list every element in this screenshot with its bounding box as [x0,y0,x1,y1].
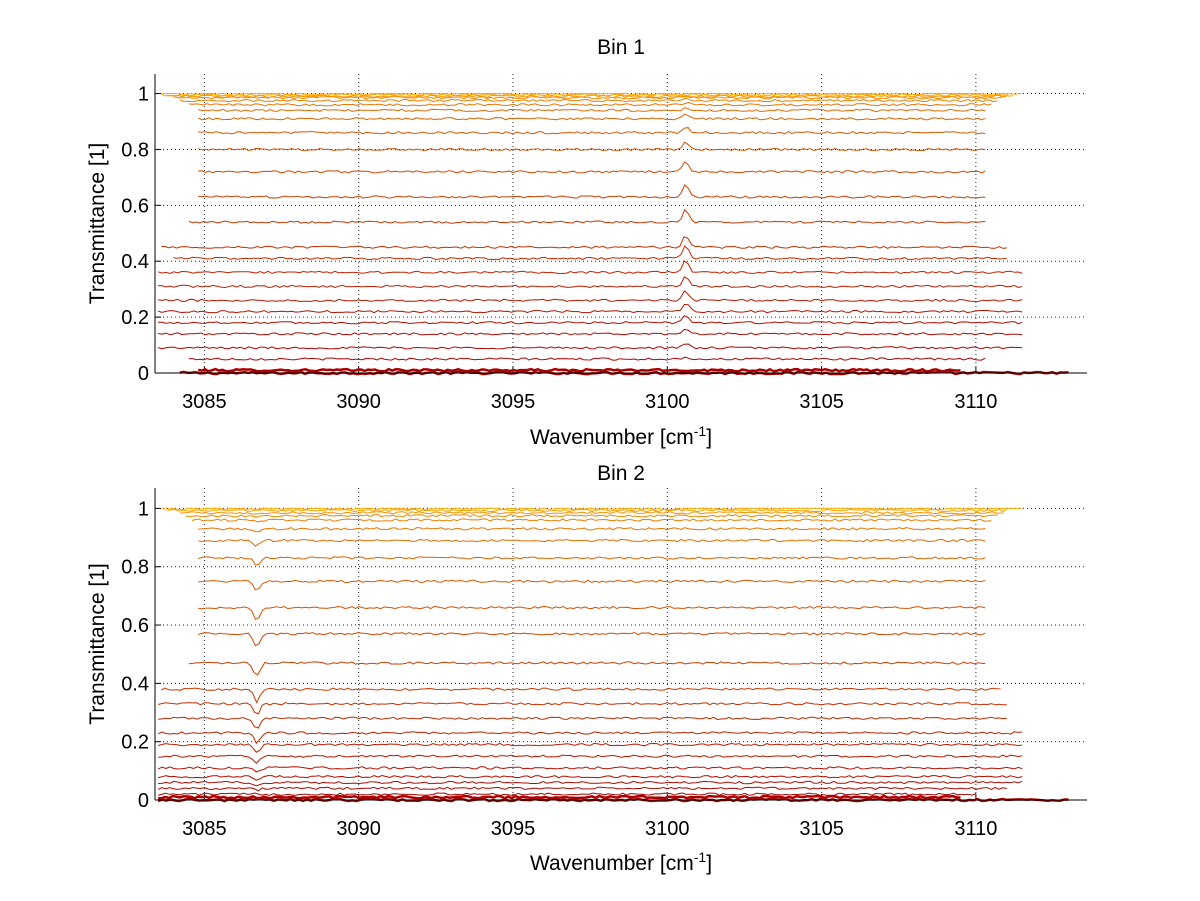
series-line [157,774,1023,781]
series-line [179,511,1004,515]
series-line [158,315,1023,325]
x-tick-label: 3110 [954,391,997,413]
y-tick-label: 0.4 [121,251,149,273]
series-line [188,356,986,361]
chart-bin-2: Bin 2 Wavenumber [cm-1] Transmittance [1… [86,462,1087,875]
gridlines [155,488,1087,800]
series-line [160,93,1013,97]
series-line [167,94,1007,99]
series-line [173,245,1007,261]
chart-title: Bin 1 [597,36,645,59]
series-line [188,101,992,107]
x-axis-label-superscript: -1 [694,849,707,865]
axes [154,488,1087,801]
y-tick-label: 1 [138,498,149,520]
series-line [197,113,986,121]
series-line [158,276,1023,289]
series-line [157,303,1023,314]
chart-bin-1: Bin 1 Wavenumber [cm-1] Transmittance [1… [86,36,1087,449]
series-line [198,538,986,547]
series-line [157,766,1023,773]
x-tick-label: 3090 [336,391,381,413]
y-tick-label: 0.6 [121,195,149,217]
series-line [198,605,986,620]
y-tick-label: 0.6 [121,615,149,637]
series-line [157,702,1007,715]
series-line [161,93,1023,96]
series-line [198,127,986,135]
series-line [157,260,1023,275]
series-line [161,507,1023,511]
series-line [157,742,1023,753]
series-line [198,107,986,112]
x-axis-label-text: Wavenumber [cm [530,426,694,449]
series-line [158,780,1023,787]
x-tick-label: 3085 [182,391,227,413]
x-tick-label: 3095 [491,391,536,413]
axes [154,74,1087,374]
x-tick-label: 3100 [645,391,690,413]
series-line [188,208,986,224]
y-ticks: 0 0.2 0.4 0.6 0.8 1 [121,498,161,812]
series-line [198,161,986,174]
series-line [158,754,1023,765]
y-tick-label: 0.4 [121,673,149,695]
series-group [157,507,1069,803]
series-line [157,731,1023,745]
x-tick-label: 3090 [336,818,381,840]
series-line [198,141,986,152]
series-line [161,236,1007,249]
y-axis-label: Transmittance [1] [86,143,109,304]
y-tick-label: 1 [138,84,149,106]
series-line [198,632,986,647]
series-line [160,687,1001,704]
series-line [198,527,986,533]
x-tick-label: 3105 [799,818,844,840]
series-line [198,556,986,566]
series-line [158,328,1023,336]
x-tick-label: 3085 [182,818,227,840]
series-line [158,716,1007,729]
x-tick-label: 3100 [645,818,690,840]
y-tick-label: 0.8 [121,557,149,579]
y-tick-label: 0.2 [121,732,149,754]
y-tick-label: 0.8 [121,139,149,161]
series-line [158,794,961,800]
x-ticks: 3085 3090 3095 3100 3105 3110 [182,794,997,840]
x-axis-label-end: ] [706,426,712,449]
series-line [198,579,986,591]
x-axis-label-text: Wavenumber [cm [530,852,694,875]
series-group [157,93,1069,376]
x-ticks: 3085 3090 3095 3100 3105 3110 [182,367,997,413]
series-line [167,508,1008,513]
series-line [185,514,998,519]
y-axis-label: Transmittance [1] [86,563,109,724]
series-line [188,661,986,676]
x-axis-label: Wavenumber [cm-1] [530,423,712,449]
x-axis-label-superscript: -1 [694,423,707,439]
x-tick-label: 3105 [799,391,844,413]
series-line [157,343,1023,350]
x-tick-label: 3110 [954,818,997,840]
series-line [179,97,998,103]
x-axis-label-end: ] [706,852,712,875]
y-tick-label: 0 [138,790,149,812]
series-line [173,95,1004,100]
series-line [191,518,992,523]
series-line [158,290,1023,303]
y-tick-label: 0 [138,363,149,385]
chart-title: Bin 2 [597,462,645,485]
series-line [157,786,1007,792]
series-line [197,367,961,373]
x-tick-label: 3095 [491,818,536,840]
series-line [198,184,986,199]
x-axis-label: Wavenumber [cm-1] [530,849,712,875]
series-line [157,792,977,796]
y-tick-label: 0.2 [121,307,149,329]
